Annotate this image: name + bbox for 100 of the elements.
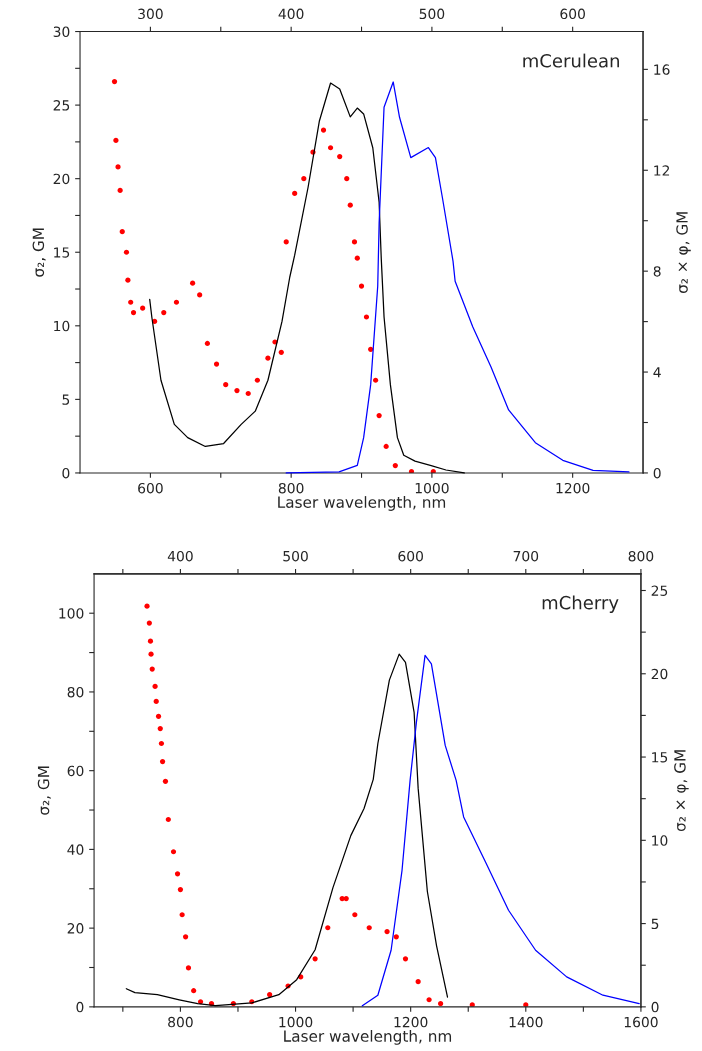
- point: [358, 283, 365, 289]
- y2-tick-label: 15: [652, 752, 668, 763]
- x-tick-label: 600: [138, 482, 163, 494]
- x2-tick-label: 600: [560, 8, 585, 20]
- point: [115, 164, 121, 170]
- point: [402, 956, 409, 962]
- point: [117, 187, 123, 194]
- x-tick-label: 1200: [556, 482, 590, 494]
- y2-tick-label: 5: [651, 918, 659, 930]
- point: [415, 979, 421, 985]
- point: [351, 239, 358, 245]
- point: [320, 127, 327, 133]
- y2-tick-label: 12: [654, 165, 670, 176]
- x-tick-label: 1000: [279, 1016, 313, 1028]
- y-tick-label: 15: [54, 247, 70, 258]
- y2-axis-title: σ₂ × φ, GM: [676, 212, 691, 293]
- y-tick-label: 80: [67, 686, 84, 698]
- y-tick-label: 0: [62, 467, 70, 479]
- point: [265, 355, 271, 361]
- y-tick-label: 60: [67, 765, 84, 777]
- x-tick-label: 1200: [394, 1016, 428, 1028]
- y-tick-label: 10: [54, 320, 70, 332]
- y2-tick-label: 4: [653, 367, 661, 378]
- y2-tick-label: 10: [652, 835, 668, 846]
- point: [144, 603, 150, 609]
- point: [245, 390, 251, 397]
- point: [119, 229, 125, 235]
- x2-tick-label: 500: [419, 8, 445, 20]
- x-tick-label: 1000: [415, 482, 449, 494]
- x2-tick-label: 700: [513, 550, 539, 562]
- point: [125, 277, 131, 283]
- point: [153, 698, 159, 704]
- point: [347, 202, 353, 208]
- y-tick-label: 30: [53, 26, 70, 37]
- line-series: [125, 653, 449, 1007]
- point: [146, 620, 152, 626]
- x-tick-label: 800: [278, 482, 304, 494]
- y2-tick-label: 0: [651, 1001, 659, 1013]
- point: [363, 314, 370, 320]
- point: [325, 925, 331, 931]
- point: [223, 382, 229, 388]
- point: [158, 740, 165, 747]
- point: [123, 249, 130, 255]
- point: [352, 912, 358, 918]
- point: [204, 340, 211, 347]
- point: [213, 361, 220, 367]
- point: [426, 997, 432, 1003]
- y-tick-label: 0: [76, 1001, 84, 1013]
- point: [254, 377, 260, 383]
- point: [376, 412, 382, 419]
- x-axis-title: Laser wavelength, nm: [284, 1030, 452, 1045]
- point: [373, 377, 379, 383]
- point: [383, 443, 389, 450]
- x-tick-label: 800: [168, 1016, 193, 1028]
- point: [173, 299, 180, 305]
- point: [170, 849, 177, 855]
- point: [278, 349, 284, 355]
- y2-axis-title: σ₂ × φ, GM: [674, 750, 689, 832]
- y2-tick-label: 16: [654, 64, 670, 75]
- line-series: [149, 82, 465, 474]
- point: [148, 651, 154, 657]
- point: [174, 871, 181, 877]
- point: [152, 683, 158, 690]
- point: [165, 816, 171, 823]
- y-axis-title: σ₂, GM: [32, 228, 46, 277]
- y-tick-label: 40: [67, 844, 84, 855]
- x2-tick-label: 400: [167, 550, 193, 562]
- point: [159, 759, 166, 765]
- point: [130, 309, 137, 316]
- point: [147, 638, 154, 644]
- point: [162, 778, 169, 784]
- point: [392, 462, 398, 469]
- x2-tick-label: 600: [398, 550, 423, 562]
- x-axis-title: Laser wavelength, nm: [278, 496, 446, 511]
- y2-tick-label: 20: [651, 668, 668, 680]
- y2-tick-label: 8: [653, 266, 661, 277]
- y-tick-label: 5: [62, 394, 70, 405]
- point: [384, 929, 390, 935]
- y-tick-label: 25: [53, 100, 70, 111]
- point: [185, 965, 192, 971]
- point: [234, 387, 240, 394]
- point: [312, 956, 318, 962]
- point: [344, 176, 350, 182]
- y-tick-label: 20: [67, 923, 84, 934]
- point: [337, 154, 343, 160]
- point: [179, 912, 185, 918]
- annotation: mCherry: [542, 595, 619, 613]
- x-tick-label: 1600: [624, 1016, 658, 1028]
- point: [339, 896, 345, 902]
- point: [267, 992, 273, 998]
- point: [177, 886, 184, 893]
- point: [197, 292, 203, 298]
- point: [157, 725, 163, 732]
- y-axis-title: σ₂, GM: [37, 766, 51, 815]
- line-series: [285, 81, 630, 474]
- point: [113, 137, 119, 144]
- point: [393, 934, 399, 940]
- point: [161, 309, 167, 316]
- line-series: [361, 654, 640, 1007]
- x2-tick-label: 300: [138, 8, 163, 20]
